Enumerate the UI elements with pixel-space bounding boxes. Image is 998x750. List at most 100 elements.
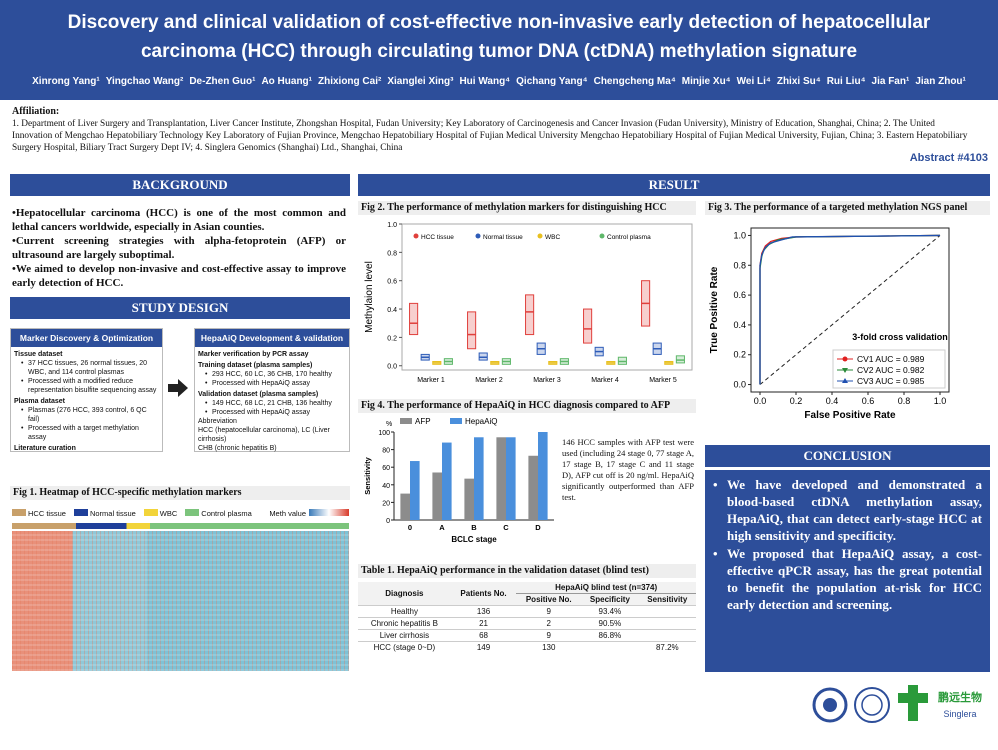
box <box>467 311 477 350</box>
logos: 鹏远生物 Singlera <box>812 685 982 723</box>
affiliation-label: Affiliation: <box>12 106 60 117</box>
design-box: HepaAiQ Development & validation Marker v… <box>194 328 350 452</box>
legend-swatch <box>12 509 26 516</box>
legend-label: WBC <box>545 234 560 241</box>
y-tick-label: 60 <box>382 465 390 472</box>
table-cell: 68 <box>479 631 488 640</box>
legend-swatch <box>143 509 158 516</box>
author: Jia Fan¹ <box>871 76 910 87</box>
bar <box>464 478 474 520</box>
heatmap-legend: HCC tissue Normal tissue WBC Control plasma… <box>12 509 349 521</box>
table-cell: 93.4% <box>598 607 622 616</box>
design-line: 293 HCC, 60 LC, 36 CHB, 170 healthy <box>198 370 346 379</box>
design-line: Marker verification by PCR assay <box>198 351 309 358</box>
design-line: HCC (hepatocellular carcinoma), LC (Live… <box>198 427 330 443</box>
bar <box>410 461 420 520</box>
bullet: We proposed that HepaAiQ assay, a cost-e… <box>713 545 982 613</box>
logo-text: Singlera <box>943 709 976 719</box>
x-tick-label: 0.4 <box>826 396 839 406</box>
author: De-Zhen Guo¹ <box>189 76 256 87</box>
table-cell: 21 <box>479 619 488 628</box>
table-body: Healthy 136 9 93.4% Chronic hepatitis B 21 2 90… <box>358 605 696 654</box>
bar <box>538 432 548 520</box>
y-tick-label: 1.0 <box>387 222 397 229</box>
design-line: 37 HCC tissues, 26 normal tissues, 20 WB… <box>14 359 159 377</box>
design-line: Training dataset (plasma samples) <box>198 362 313 369</box>
table-cell: 86.8% <box>598 631 622 640</box>
box-chart: 0.0 0.2 0.4 0.6 0.8 1.0 Methylaion level Marker… <box>364 222 693 384</box>
column-header: Sensitivity <box>638 593 696 606</box>
y-tick-label: 0.0 <box>387 364 397 371</box>
bullet: We have developed and demonstrated a blo… <box>713 476 982 544</box>
box <box>409 302 419 336</box>
design-box: Marker Discovery & Optimization Tissue da… <box>10 328 163 452</box>
author: Yingchao Wang² <box>105 76 184 87</box>
background-list: •Hepatocellular carcinoma (HCC) is one o… <box>12 206 346 290</box>
column-header: Diagnosis <box>358 582 451 606</box>
table-head: Diagnosis Patients No. HepaAiQ blind test … <box>358 582 696 606</box>
legend-label: AFP <box>415 417 431 426</box>
bar <box>400 493 410 520</box>
abstract-number: Abstract #4103 <box>909 152 988 164</box>
x-axis-label: False Positive Rate <box>804 410 896 421</box>
box <box>583 308 593 344</box>
y-tick-label: 0.0 <box>733 380 746 390</box>
legend-box <box>832 349 946 389</box>
design-line: Processed with HepaAiQ assay <box>198 379 346 388</box>
x-tick-label: D <box>535 523 541 532</box>
logo-text: 鹏远生物 <box>938 690 982 704</box>
group-header: HepaAiQ blind test (n=374) <box>516 582 696 594</box>
legend-swatch <box>400 418 412 424</box>
x-tick-label: 0.8 <box>898 396 911 406</box>
legend-marker <box>537 233 543 239</box>
table-cell: 130 <box>542 643 556 652</box>
legend-item: Normal tissue <box>73 509 136 518</box>
y-tick-label: 40 <box>382 483 390 490</box>
y-tick-label: 0 <box>386 518 390 525</box>
legend-marker <box>842 378 848 383</box>
author: Xianglei Xing³ <box>387 76 454 87</box>
arrow <box>168 379 188 397</box>
figure-title: Fig 3. The performance of a targeted met… <box>705 201 990 215</box>
y-tick-label: 0.2 <box>733 350 746 360</box>
table-cell: 9 <box>546 607 551 616</box>
y-tick-label: 1.0 <box>733 230 746 240</box>
legend-label: CV2 AUC = 0.982 <box>857 365 925 375</box>
table-cell <box>581 642 638 654</box>
scale-label: Meth value <box>269 509 306 518</box>
legend-marker <box>842 368 848 373</box>
table-cell <box>639 606 696 618</box>
box <box>525 294 535 336</box>
x-axis-label: BCLC stage <box>451 535 497 544</box>
y-tick-label: 0.2 <box>387 335 397 342</box>
x-tick-label: Marker 1 <box>417 377 445 384</box>
group-strip <box>12 523 349 529</box>
y-axis-label: Sensitivity <box>363 456 372 494</box>
table-cell: 87.2% <box>655 643 679 652</box>
y-tick-label: 0.8 <box>387 250 397 257</box>
legend-label: HCC tissue <box>421 234 454 241</box>
x-tick-label: 0.0 <box>754 396 767 406</box>
table-title: Table 1. HepaAiQ performance in the vali… <box>358 564 696 578</box>
legend-label: WBC <box>159 509 178 518</box>
section-heading: STUDY DESIGN <box>10 297 350 319</box>
design-line: 149 HCC, 68 LC, 21 CHB, 136 healthy <box>198 399 346 408</box>
table-cell <box>639 630 696 642</box>
legend-label: Control plasma <box>201 509 252 518</box>
x-tick-label: 0 <box>408 523 412 532</box>
design-line: CHB (chronic hepatitis B) <box>198 445 277 452</box>
y-tick-label: 0.6 <box>387 279 397 286</box>
design-line: Tissue dataset <box>14 351 63 358</box>
author: Ao Huang¹ <box>261 76 312 87</box>
table-cell: 149 <box>476 643 491 652</box>
y-unit: % <box>386 421 392 428</box>
x-tick-label: 0.6 <box>862 396 875 406</box>
poster-title: Discovery and clinical validation of cos… <box>67 12 931 62</box>
affiliation: 1. Department of Liver Surgery and Trans… <box>12 119 968 153</box>
table-row: Healthy 136 9 93.4% <box>358 605 696 618</box>
legend-label: HCC tissue <box>28 509 66 518</box>
author: Zhixiong Cai² <box>317 76 382 87</box>
table-cell: 9 <box>546 631 551 640</box>
header-row: Positive No. Specificity Sensitivity <box>358 593 696 606</box>
x-tick-label: 0.2 <box>790 396 803 406</box>
